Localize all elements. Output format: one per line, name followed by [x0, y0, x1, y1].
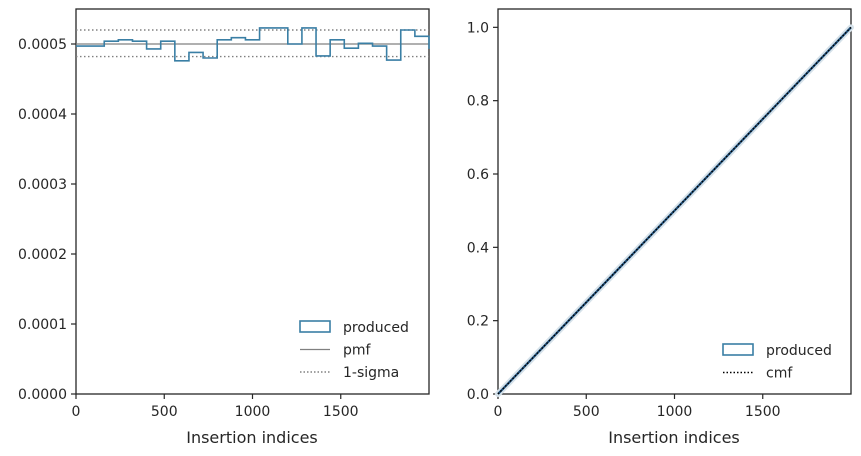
right-legend: produced cmf	[722, 343, 832, 382]
left-y-ticks: 0.0000 0.0001 0.0002 0.0003 0.0004 0.0005	[18, 37, 76, 403]
right-series	[495, 24, 854, 397]
y-tick-label: 0.0002	[18, 247, 67, 263]
y-tick-label: 0.4	[467, 240, 489, 256]
y-tick-label: 0.8	[467, 94, 489, 110]
legend-swatch-produced	[299, 320, 331, 333]
y-tick-label: 0.0000	[18, 387, 67, 403]
legend-label-cmf: cmf	[766, 366, 793, 382]
cmf-line	[497, 26, 852, 395]
y-tick-label: 1.0	[467, 20, 489, 36]
legend-label-pmf: pmf	[343, 343, 372, 359]
left-x-ticks: 0 500 1000 1500	[72, 394, 359, 420]
y-tick-label: 0.6	[467, 167, 489, 183]
right-x-ticks: 0 500 1000 1500	[494, 394, 781, 420]
x-tick-label: 0	[72, 404, 81, 420]
left-panel: 0.0000 0.0001 0.0002 0.0003 0.0004 0.0005 0 50…	[18, 8, 430, 447]
y-tick-label: 0.2	[467, 314, 489, 330]
x-tick-label: 1000	[657, 404, 693, 420]
y-tick-label: 0.0005	[18, 37, 67, 53]
left-x-axis-label: Insertion indices	[186, 428, 318, 447]
y-tick-label: 0.0001	[18, 317, 67, 333]
legend-label-1-sigma: 1-sigma	[343, 365, 399, 381]
right-panel: 0.0 0.2 0.4 0.6 0.8 1.0 0 500 1000 1500 Insertio…	[467, 8, 854, 447]
y-tick-label: 0.0	[467, 387, 489, 403]
y-tick-label: 0.0003	[18, 177, 67, 193]
x-tick-label: 0	[494, 404, 503, 420]
legend-label-produced: produced	[343, 320, 409, 336]
produced-histogram	[76, 27, 430, 62]
x-tick-label: 1000	[235, 404, 271, 420]
x-tick-label: 1500	[745, 404, 781, 420]
legend-label-produced: produced	[766, 343, 832, 359]
x-tick-label: 500	[151, 404, 178, 420]
left-series	[76, 27, 430, 62]
left-legend: produced pmf 1-sigma	[299, 320, 409, 381]
legend-swatch-produced	[722, 343, 754, 356]
right-x-axis-label: Insertion indices	[608, 428, 740, 447]
left-plot-frame	[75, 8, 430, 395]
right-y-ticks: 0.0 0.2 0.4 0.6 0.8 1.0	[467, 20, 498, 403]
x-tick-label: 1500	[323, 404, 359, 420]
y-tick-label: 0.0004	[18, 107, 67, 123]
x-tick-label: 500	[573, 404, 600, 420]
